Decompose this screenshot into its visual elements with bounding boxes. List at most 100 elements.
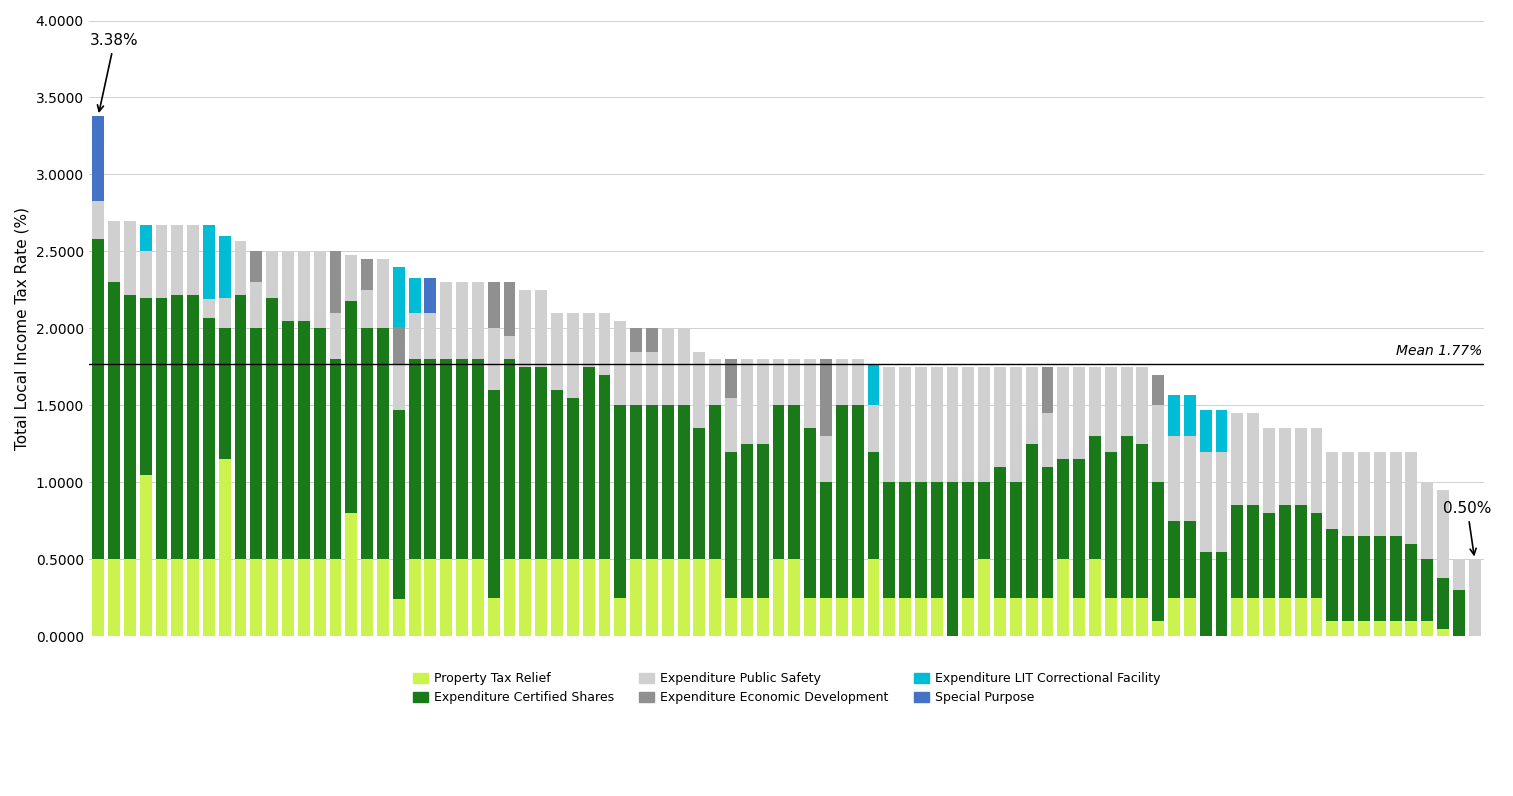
Bar [1168,395,1180,436]
Bar [362,290,374,329]
Bar [725,398,737,451]
Bar [313,329,325,560]
Bar [1247,505,1259,598]
Bar [1041,367,1053,413]
Bar [440,560,452,636]
Bar [614,598,626,636]
Bar [1406,544,1418,621]
Bar [393,327,404,365]
Bar [219,236,230,298]
Bar [1295,598,1307,636]
Bar [377,259,389,329]
Bar [1215,410,1227,451]
Bar [1310,428,1322,513]
Bar [583,313,595,367]
Bar [979,367,990,482]
Bar [345,255,357,301]
Bar [1073,367,1085,459]
Bar [1232,505,1244,598]
Bar [1026,444,1038,598]
Bar [567,313,579,398]
Bar [994,367,1006,467]
Text: Mean 1.77%: Mean 1.77% [1396,344,1483,357]
Bar [393,410,404,599]
Bar [519,367,531,560]
Bar [805,359,816,428]
Bar [156,298,168,560]
Bar [820,598,832,636]
Bar [631,405,642,560]
Bar [139,298,151,474]
Bar [1009,367,1021,482]
Bar [899,598,911,636]
Bar [139,474,151,636]
Bar [1278,505,1291,598]
Bar [1215,552,1227,636]
Bar [171,225,183,295]
Bar [867,560,879,636]
Bar [631,352,642,405]
Bar [1232,413,1244,505]
Bar [915,367,927,482]
Bar [188,225,200,295]
Bar [1421,560,1433,621]
Bar [171,560,183,636]
Bar [203,225,215,299]
Bar [1121,367,1133,436]
Bar [124,560,136,636]
Bar [1310,513,1322,598]
Bar [1359,621,1369,636]
Bar [725,359,737,398]
Bar [915,482,927,598]
Bar [1327,621,1337,636]
Bar [92,201,104,239]
Bar [536,367,548,560]
Bar [788,560,800,636]
Bar [281,560,294,636]
Bar [362,329,374,560]
Bar [298,252,310,321]
Bar [899,482,911,598]
Bar [710,560,722,636]
Bar [1295,428,1307,505]
Bar [741,359,753,444]
Bar [203,318,215,560]
Bar [1215,451,1227,552]
Bar [219,329,230,459]
Bar [1136,598,1148,636]
Bar [281,321,294,560]
Bar [107,220,120,283]
Bar [409,560,421,636]
Bar [393,267,404,327]
Bar [599,313,610,375]
Bar [773,405,784,560]
Bar [661,560,673,636]
Bar [107,560,120,636]
Legend: Property Tax Relief, Expenditure Certified Shares, Expenditure Public Safety, Ex: Property Tax Relief, Expenditure Certifi… [407,667,1165,709]
Bar [661,329,673,405]
Bar [425,359,436,560]
Bar [631,560,642,636]
Bar [377,329,389,560]
Bar [1009,598,1021,636]
Bar [1089,560,1101,636]
Bar [1327,451,1337,529]
Bar [1421,482,1433,560]
Bar [1406,451,1418,544]
Bar [504,283,516,336]
Bar [852,598,864,636]
Bar [251,329,262,560]
Bar [171,295,183,560]
Bar [203,560,215,636]
Bar [219,298,230,329]
Bar [1153,482,1163,621]
Bar [631,329,642,352]
Bar [235,295,247,560]
Bar [1327,529,1337,621]
Bar [156,560,168,636]
Bar [487,283,499,329]
Bar [1073,598,1085,636]
Bar [1058,459,1070,560]
Bar [773,560,784,636]
Bar [1136,444,1148,598]
